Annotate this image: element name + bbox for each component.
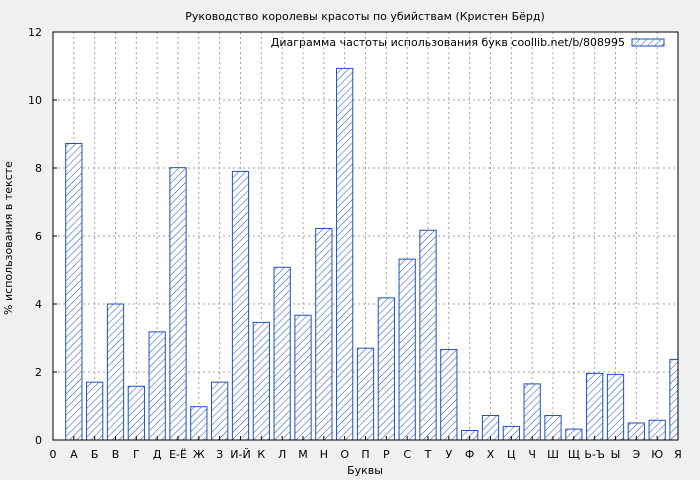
bar-Б <box>86 381 104 441</box>
x-tick-label: Х <box>487 448 495 461</box>
x-tick-label: Ж <box>193 448 205 461</box>
x-tick-label: И-Й <box>230 448 250 461</box>
x-tick-label: С <box>403 448 411 461</box>
bar-Т <box>419 229 437 441</box>
bar-Л <box>273 266 291 441</box>
x-tick-label: О <box>340 448 349 461</box>
x-tick-label: Ш <box>547 448 559 461</box>
x-tick-label: Ю <box>651 448 663 461</box>
bar-Ь-Ъ <box>586 372 604 441</box>
bar-Е-Ё <box>169 167 187 441</box>
bar-Г <box>127 385 145 441</box>
x-tick-label: Ф <box>465 448 474 461</box>
y-tick-label: 0 <box>35 434 42 447</box>
y-tick-label: 6 <box>35 230 42 243</box>
bar-Д <box>148 331 166 441</box>
y-tick-label: 12 <box>28 26 42 39</box>
x-tick-label: Я <box>674 448 682 461</box>
bar-Р <box>377 297 395 441</box>
y-tick-label: 2 <box>35 366 42 379</box>
bar-Н <box>315 228 333 441</box>
axes <box>52 31 679 441</box>
x-tick-label: 0 <box>50 448 57 461</box>
x-tick-label: З <box>216 448 223 461</box>
bar-О <box>336 67 354 441</box>
bar-Ж <box>190 406 208 441</box>
bar-З <box>211 381 229 441</box>
x-tick-label: Щ <box>568 448 580 461</box>
x-tick-label: К <box>257 448 265 461</box>
chart-title: Руководство королевы красоты по убийства… <box>185 10 545 23</box>
y-tick-label: 10 <box>28 94 42 107</box>
bar-П <box>356 347 375 441</box>
bars <box>65 67 679 441</box>
x-tick-label: Л <box>278 448 286 461</box>
x-tick-label: Р <box>383 448 390 461</box>
x-tick-label: В <box>112 448 120 461</box>
x-tick-label: Ц <box>507 448 516 461</box>
bar-К <box>252 321 270 441</box>
y-axis-label: % использования в тексте <box>2 161 15 315</box>
x-tick-label: П <box>361 448 369 461</box>
x-tick-label: Н <box>320 448 328 461</box>
x-tick-label: М <box>298 448 308 461</box>
x-tick-label: Ь-Ъ <box>584 448 605 461</box>
bar-И-Й <box>231 170 250 441</box>
bar-А <box>65 143 83 441</box>
legend: Диаграмма частоты использования букв coo… <box>271 36 665 49</box>
bar-Ч <box>523 383 541 441</box>
bar-Я <box>669 358 679 441</box>
x-tick-label: Т <box>424 448 432 461</box>
legend-swatch <box>631 38 665 47</box>
bar-М <box>294 314 312 441</box>
x-tick-label: У <box>445 448 452 461</box>
x-tick-labels: 0 А Б В Г Д Е-Ё Ж З И-Й К Л М Н О П Р С Т У Ф Х Ц Ч Ш Щ Ь-Ъ Ы Э Ю Я <box>50 448 682 461</box>
x-tick-label: Е-Ё <box>169 448 187 461</box>
x-axis-label: Буквы <box>347 464 383 477</box>
x-tick-label: Ы <box>611 448 621 461</box>
legend-label: Диаграмма частоты использования букв coo… <box>271 36 625 49</box>
bar-Ы <box>606 373 625 441</box>
bar-В <box>106 303 125 441</box>
x-tick-label: Б <box>91 448 99 461</box>
bar-С <box>398 258 416 441</box>
y-tick-label: 8 <box>35 162 42 175</box>
x-tick-label: Д <box>153 448 162 461</box>
y-tick-label: 4 <box>35 298 42 311</box>
x-tick-label: Ч <box>528 448 536 461</box>
y-tick-labels: 0 2 4 6 8 10 12 <box>28 26 42 447</box>
x-tick-label: А <box>70 448 78 461</box>
x-tick-label: Э <box>632 448 640 461</box>
bar-У <box>440 349 458 441</box>
x-tick-label: Г <box>133 448 140 461</box>
